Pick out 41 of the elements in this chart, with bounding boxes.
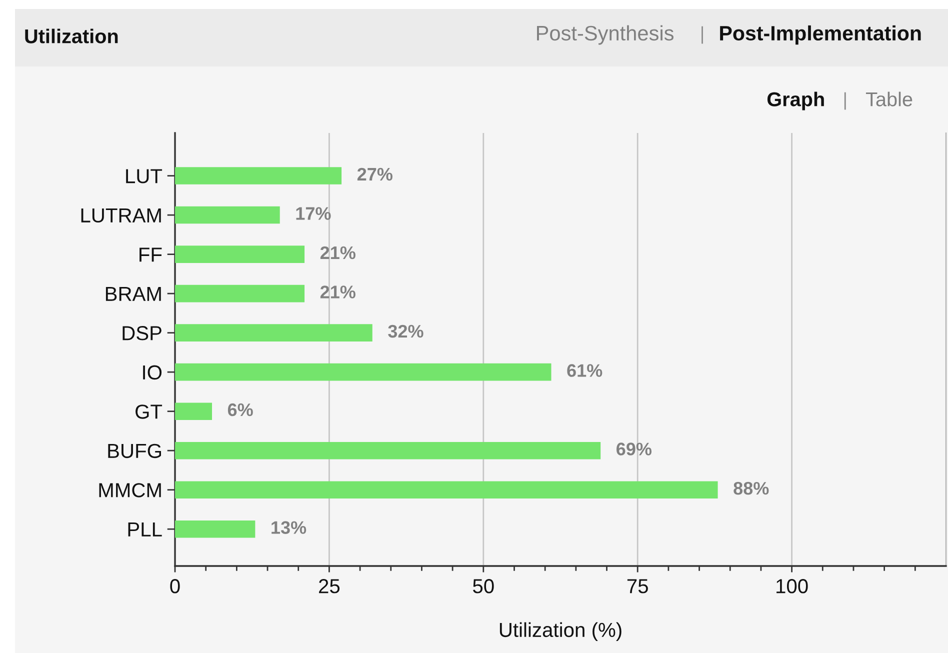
data-label: 69%: [616, 442, 652, 456]
data-label: 17%: [296, 207, 331, 220]
data-label: 21%: [320, 286, 356, 298]
y-tick-label: BUFG: [108, 444, 161, 458]
bar: [175, 520, 256, 538]
text: Graph: [767, 92, 824, 110]
x-tick-label: 75: [627, 579, 648, 594]
chart-title: Utilization: [25, 28, 118, 44]
x-tick-label: 100: [776, 579, 808, 594]
x-tick-label: 0: [170, 579, 180, 594]
bar: [175, 442, 601, 460]
data-label: 88%: [734, 482, 769, 495]
y-tick-label: LUTRAM: [81, 208, 161, 223]
bar: [175, 206, 280, 224]
bar: [175, 363, 552, 381]
x-axis-title: Utilization (%): [500, 622, 622, 642]
x-tick-label: 25: [319, 579, 340, 594]
data-label: 61%: [567, 364, 602, 377]
y-tick-label: MMCM: [99, 483, 161, 498]
y-tick-label: PLL: [128, 522, 162, 536]
text: Table: [866, 92, 912, 106]
y-tick-label: DSP: [122, 326, 162, 340]
text: Post-Synthesis: [537, 25, 674, 45]
data-label: 27%: [357, 168, 392, 181]
bar: [175, 246, 305, 263]
data-label: 6%: [228, 403, 253, 416]
y-tick-label: IO: [143, 365, 162, 380]
bar: [175, 324, 372, 342]
bar: [175, 402, 212, 420]
bar: [175, 481, 718, 498]
data-label: 21%: [320, 246, 356, 260]
x-tick-label: 50: [473, 579, 494, 594]
y-tick-label: LUT: [126, 169, 162, 184]
bar: [175, 167, 342, 184]
text: Post-Implementation: [720, 25, 921, 45]
data-label: 32%: [388, 324, 424, 338]
y-tick-label: FF: [140, 248, 162, 262]
data-label: 13%: [272, 521, 306, 534]
y-tick-label: BRAM: [106, 287, 161, 301]
y-tick-label: GT: [136, 404, 162, 419]
bar: [175, 284, 305, 302]
